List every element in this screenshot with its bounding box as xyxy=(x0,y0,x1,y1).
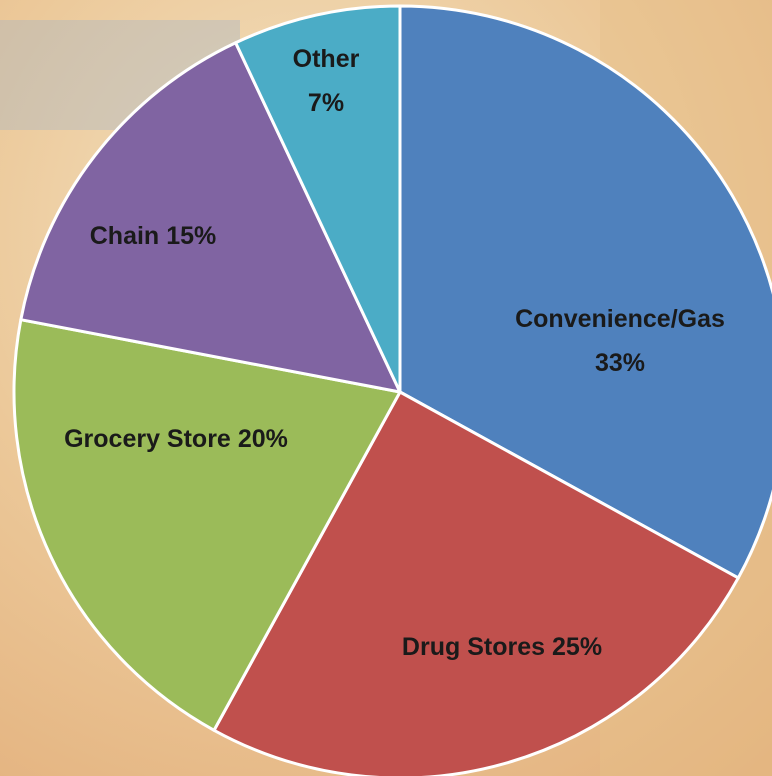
slice-label: Chain 15% xyxy=(90,222,217,250)
pie-slice xyxy=(19,41,402,394)
pie-slice xyxy=(398,4,772,580)
category-label: Chain xyxy=(90,222,159,250)
category-label: Other xyxy=(293,45,360,73)
value-label: 25% xyxy=(552,633,602,661)
labels: Convenience/Gas 33% Drug Stores 25% Grocery … xyxy=(64,45,725,661)
value-label: 15% xyxy=(166,222,216,250)
slice-label: Other 7% xyxy=(293,45,360,117)
value-label: 33% xyxy=(595,349,645,377)
pie-slice xyxy=(234,4,402,394)
category-label: Convenience/Gas xyxy=(515,305,725,333)
pie xyxy=(12,4,772,776)
category-label: Drug Stores xyxy=(402,633,545,661)
slice-label: Convenience/Gas 33% xyxy=(515,305,725,377)
slice-label: Grocery Store 20% xyxy=(64,425,288,453)
slice-label: Drug Stores 25% xyxy=(402,633,602,661)
pie-slice xyxy=(12,318,402,732)
value-label: 7% xyxy=(308,89,344,117)
value-label: 20% xyxy=(238,425,288,453)
category-label: Grocery Store xyxy=(64,425,231,453)
pie-slice xyxy=(212,390,740,776)
